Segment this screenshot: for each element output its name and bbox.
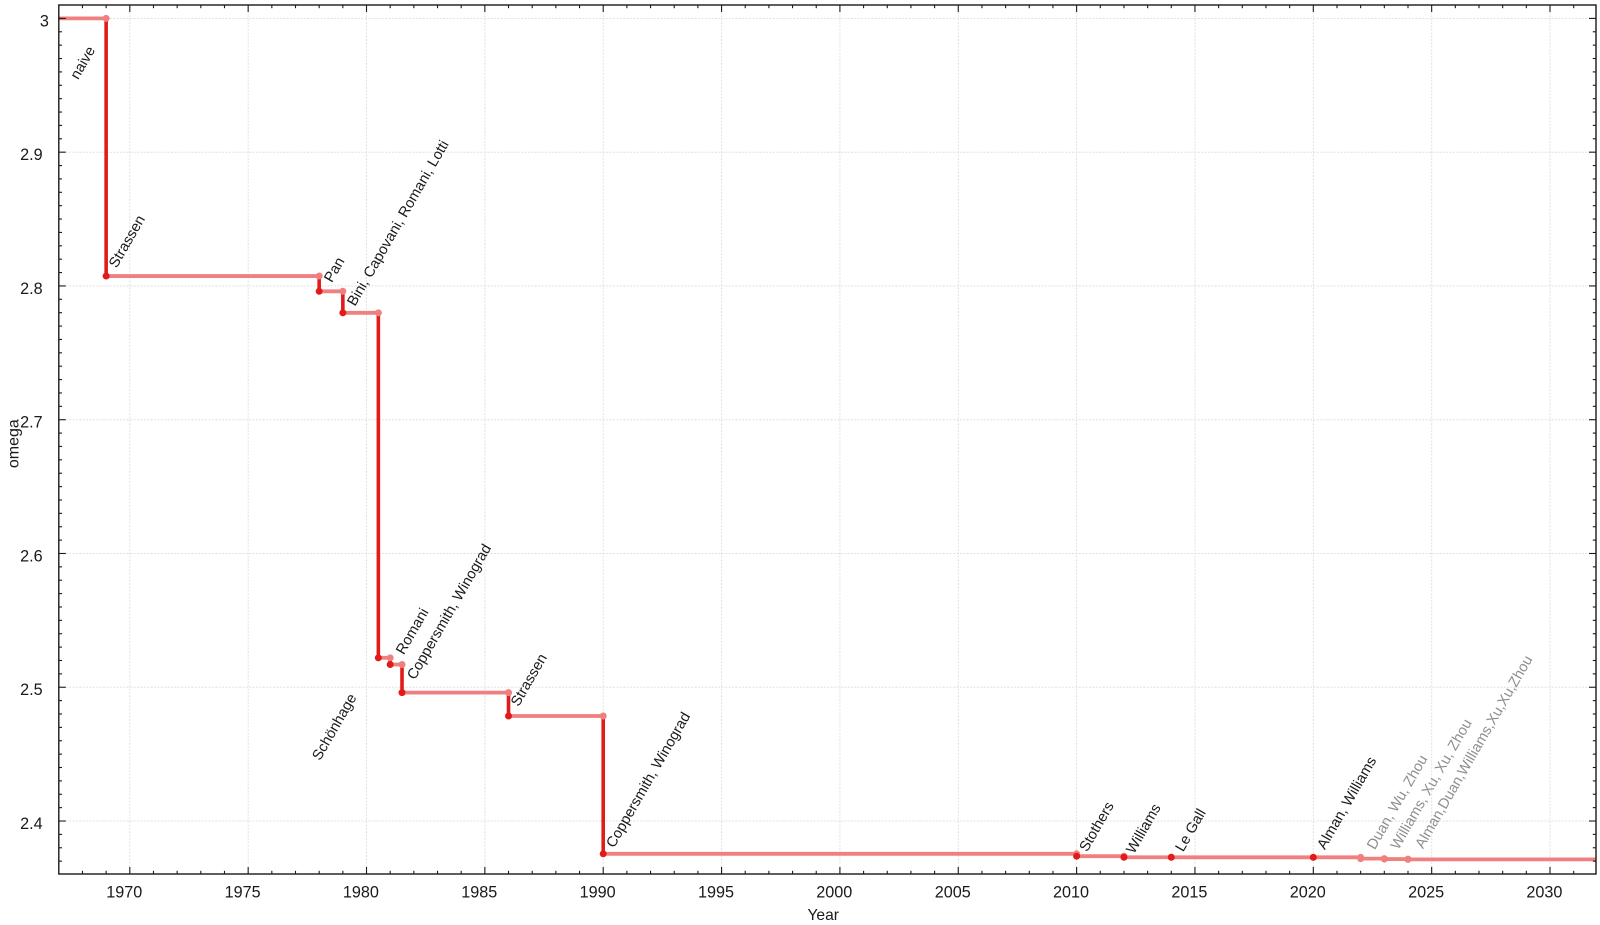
svg-text:2.4: 2.4 <box>20 815 43 833</box>
svg-text:2.6: 2.6 <box>20 547 43 565</box>
svg-text:1995: 1995 <box>698 884 734 902</box>
svg-text:2000: 2000 <box>816 884 852 902</box>
svg-text:2.8: 2.8 <box>20 280 43 298</box>
svg-text:2.9: 2.9 <box>20 146 43 164</box>
svg-text:1985: 1985 <box>461 884 497 902</box>
svg-text:1970: 1970 <box>106 884 142 902</box>
svg-text:2025: 2025 <box>1408 884 1444 902</box>
svg-text:1990: 1990 <box>580 884 616 902</box>
svg-text:2020: 2020 <box>1290 884 1326 902</box>
svg-text:2015: 2015 <box>1171 884 1207 902</box>
svg-text:2010: 2010 <box>1053 884 1089 902</box>
svg-text:2.5: 2.5 <box>20 681 43 699</box>
svg-text:3: 3 <box>40 12 49 30</box>
svg-text:2005: 2005 <box>935 884 971 902</box>
svg-text:1975: 1975 <box>225 884 261 902</box>
svg-text:2030: 2030 <box>1526 884 1562 902</box>
svg-text:2.7: 2.7 <box>20 414 43 432</box>
svg-text:omega: omega <box>6 419 23 468</box>
svg-text:Year: Year <box>807 907 839 920</box>
svg-text:1980: 1980 <box>343 884 379 902</box>
